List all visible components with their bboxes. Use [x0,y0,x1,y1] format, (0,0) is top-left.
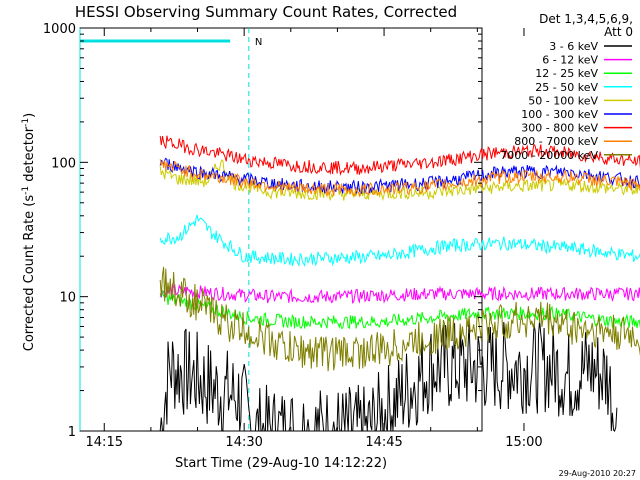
y-label-sup2: -1 [21,118,31,127]
legend-header-attenuator: Att 0 [604,25,633,39]
x-tick-label: 14:15 [86,435,123,450]
series-line [159,159,640,202]
legend-entry-label: 7000 - 20000 keV [500,149,598,162]
y-label-mid: detector [22,126,37,186]
series-line [159,214,640,267]
series-line [159,289,640,330]
series-layer [159,135,640,432]
legend-entry-label: 100 - 300 keV [521,108,598,121]
y-tick-label: 10 [59,291,76,306]
footer-date: 29-Aug-2010 20:27 [559,469,636,478]
legend-entry-label: 12 - 25 keV [535,67,598,80]
annotation-marker-N: N [255,37,262,48]
legend-entry-label: 25 - 50 keV [535,81,598,94]
legend-entry-label: 6 - 12 keV [542,54,598,67]
legend-entry-label: 3 - 6 keV [549,40,598,53]
y-tick-label: 1 [68,425,76,440]
y-label-main: Corrected Count Rate (s [22,195,37,352]
y-axis-label: Corrected Count Rate (s-1 detector-1) [21,113,37,351]
legend-entry-label: 300 - 800 keV [521,122,598,135]
legend-header-detectors: Det 1,3,4,5,6,9, [539,12,633,26]
series-line [159,135,640,177]
legend-entry-label: 800 - 7000 keV [514,135,598,148]
y-axis: 1 10 100 1000 [43,22,482,440]
y-tick-label: 1000 [43,22,76,37]
x-tick-label: 14:45 [365,435,402,450]
plot-frame [79,27,483,432]
series-line [159,159,640,198]
legend-entry-label: 50 - 100 keV [528,94,598,107]
y-tick-label: 100 [51,156,76,171]
x-tick-label: 14:30 [225,435,262,450]
series-line [159,320,618,432]
x-axis-label: Start Time (29-Aug-10 14:12:22) [175,456,387,471]
series-line [159,282,640,304]
x-tick-label: 15:00 [505,435,542,450]
annotation-layer: N [79,28,262,431]
y-label-end: ) [22,113,37,118]
y-label-sup1: -1 [21,186,31,195]
chart-title: HESSI Observing Summary Count Rates, Cor… [75,3,457,21]
series-line [159,266,640,372]
